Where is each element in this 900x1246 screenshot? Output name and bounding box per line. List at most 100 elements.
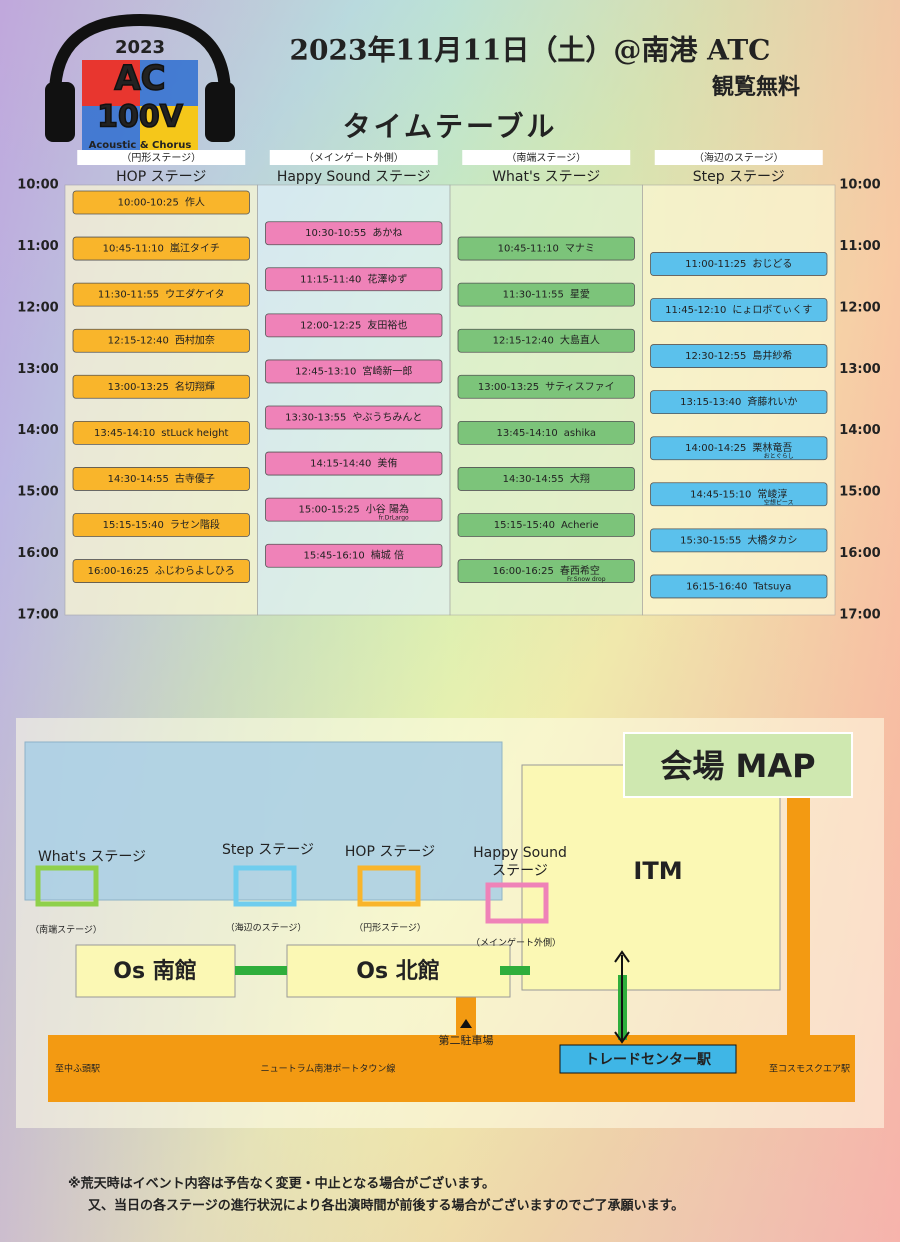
performance-text: 10:00-10:25 作人 <box>118 197 205 209</box>
performance-time: 13:00-13:25 <box>108 382 169 393</box>
hour-label: 16:00 <box>17 546 58 561</box>
performance-text: 15:30-15:55 大橋タカシ <box>680 533 797 546</box>
note: 又、当日の各ステージの進行状況により各出演時間が前後する場合がございますのでご了… <box>87 1198 684 1214</box>
building-label: Os 北館 <box>356 958 439 984</box>
performance-time: 10:45-11:10 <box>498 244 559 255</box>
performance-artist: stLuck height <box>161 428 228 439</box>
performance-text: 11:45-12:10 にょロボてぃくす <box>665 304 812 316</box>
performance-text: 13:30-13:55 やぶうちみんと <box>285 412 422 424</box>
performance-text: 11:30-11:55 ウエダケイタ <box>98 288 225 301</box>
timetable: 10:00 10:00 11:00 11:00 12:00 12:00 13:00 13:00… <box>17 150 881 623</box>
performance-text: 10:45-11:10 嵐江タイチ <box>103 243 220 255</box>
hour-label: 12:00 <box>839 300 880 315</box>
stage-sublabel: （南端ステージ） <box>506 151 586 164</box>
performance-artist: 楠城 倍 <box>371 549 404 562</box>
performance-slot <box>72 236 250 261</box>
map-stage-label: Step ステージ <box>222 842 314 858</box>
performance-slot <box>457 282 635 307</box>
performance-time: 13:45-14:10 <box>94 428 155 439</box>
stage-sublabel-box <box>654 150 823 165</box>
performance-time: 12:30-12:55 <box>685 351 746 362</box>
performance-artist: サティスファイ <box>545 381 614 393</box>
performance-slot <box>457 420 635 445</box>
performance-time: 15:45-16:10 <box>304 551 365 562</box>
performance-text: 13:00-13:25 名切翔輝 <box>108 380 215 393</box>
performance-artist: ashika <box>564 428 596 439</box>
stage-name: HOP ステージ <box>116 169 206 185</box>
performance-artist: ラセン階段 <box>170 518 220 531</box>
performance-slot <box>72 559 250 583</box>
parking-label: 第二駐車場 <box>439 1033 494 1047</box>
performance-note: Fr.Snow drop <box>567 576 606 583</box>
performance-slot <box>650 344 828 368</box>
performance-artist: 宮崎新一郎 <box>362 364 412 377</box>
performance-time: 15:15-15:40 <box>494 520 555 531</box>
performance-time: 15:15-15:40 <box>103 520 164 531</box>
map-stage-sublabel: （南端ステージ） <box>30 924 102 936</box>
performance-time: 16:15-16:40 <box>686 581 747 592</box>
venue-map: 会場 MAP What's ステージ （南端ステージ） Step ステージ （海… <box>16 718 884 1128</box>
hour-label: 13:00 <box>17 362 58 377</box>
logo-line2: 100V <box>97 100 184 135</box>
performance-time: 13:15-13:40 <box>680 397 741 408</box>
performance-time: 11:30-11:55 <box>503 290 564 301</box>
performance-time: 11:30-11:55 <box>98 290 159 301</box>
performance-time: 11:45-12:10 <box>665 305 726 316</box>
hour-label: 11:00 <box>839 239 880 254</box>
performance-note: 空想ピース <box>764 498 794 506</box>
performance-text: 11:15-11:40 花澤ゆず <box>300 272 407 285</box>
hour-label: 11:00 <box>17 239 58 254</box>
performance-time: 16:00-16:25 <box>88 566 149 577</box>
building-label: Os 南館 <box>113 958 196 984</box>
performance-text: 13:15-13:40 斉藤れいか <box>680 395 797 408</box>
performance-slot <box>72 282 250 307</box>
destination-label: 至コスモスクエア駅 <box>769 1064 850 1075</box>
logo-line1: AC <box>114 59 165 99</box>
stage-sublabel: （円形ステージ） <box>121 152 201 164</box>
performance-artist: 斉藤れいか <box>747 395 797 408</box>
hour-label: 14:00 <box>839 423 880 438</box>
performance-slot <box>650 574 828 599</box>
stage-name: Step ステージ <box>693 169 785 185</box>
performance-text: 14:15-14:40 美侑 <box>310 457 397 470</box>
map-stage-sublabel: （海辺のステージ） <box>226 922 307 934</box>
performance-note: おとぐらし <box>764 453 794 460</box>
hour-label: 10:00 <box>839 178 880 193</box>
performance-text: 15:15-15:40 ラセン階段 <box>103 518 220 531</box>
performance-artist: 大橋タカシ <box>747 533 797 546</box>
map-stage-sublabel: （メインゲート外側） <box>471 937 561 949</box>
hour-label: 13:00 <box>839 362 880 377</box>
admission: 観覧無料 <box>712 74 800 100</box>
performance-time: 10:30-10:55 <box>305 228 366 239</box>
building-label: ITM <box>633 857 682 885</box>
logo-year: 2023 <box>115 37 165 58</box>
performance-time: 12:45-13:10 <box>295 366 356 377</box>
performance-text: 13:45-14:10 stLuck height <box>94 428 229 439</box>
performance-artist: 島井紗希 <box>752 349 792 362</box>
performance-time: 14:00-14:25 <box>685 443 746 454</box>
performance-slot <box>265 221 443 246</box>
performance-text: 16:00-16:25 ふじわらよしひろ <box>88 565 235 577</box>
hour-label: 12:00 <box>17 300 58 315</box>
hour-label: 10:00 <box>17 178 58 193</box>
performance-text: 16:15-16:40 Tatsuya <box>686 581 791 592</box>
hour-label: 14:00 <box>17 423 58 438</box>
performance-artist: 常崚淳 <box>757 487 787 500</box>
performance-text: 16:00-16:25 春西希空 <box>493 564 600 577</box>
map-title: 会場 MAP <box>660 747 815 785</box>
performance-artist: 西村加奈 <box>175 334 215 347</box>
hour-label: 17:00 <box>839 608 880 623</box>
performance-artist: 花澤ゆず <box>367 272 407 285</box>
performance-slot <box>457 559 635 583</box>
performance-text: 14:30-14:55 古寺優子 <box>108 472 215 485</box>
performance-text: 12:30-12:55 島井紗希 <box>685 349 792 362</box>
performance-time: 16:00-16:25 <box>493 566 554 577</box>
performance-time: 13:30-13:55 <box>285 413 346 424</box>
stage-name: What's ステージ <box>492 169 600 185</box>
performance-artist: 小谷 陽為 <box>366 503 409 516</box>
performance-time: 14:15-14:40 <box>310 459 371 470</box>
performance-time: 14:45-15:10 <box>690 489 751 500</box>
performance-artist: マナミ <box>565 243 595 255</box>
performance-slot <box>265 451 443 476</box>
performance-text: 13:45-14:10 ashika <box>497 428 596 439</box>
